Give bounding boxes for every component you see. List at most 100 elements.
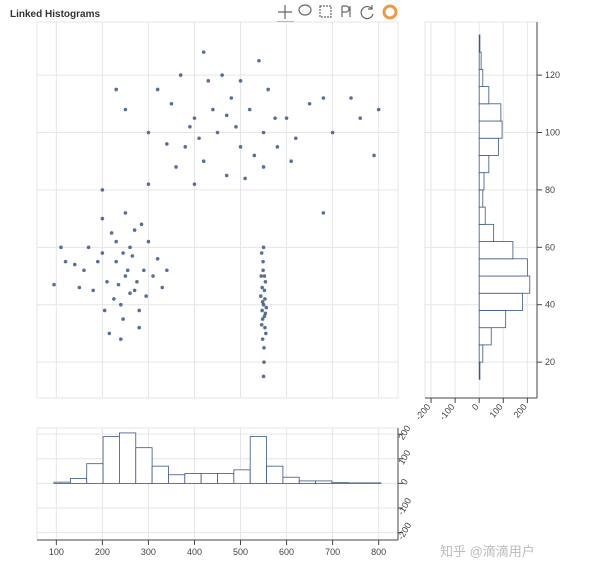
point (137, 309, 141, 313)
point (128, 291, 132, 295)
y-tick-label: 100 (545, 128, 560, 138)
point (358, 116, 362, 120)
point (147, 182, 151, 186)
point (331, 131, 335, 135)
point (91, 289, 95, 293)
point (262, 165, 266, 169)
bar (332, 483, 348, 484)
point (156, 88, 160, 92)
point (73, 263, 77, 267)
plot-area (37, 22, 398, 398)
point (193, 182, 197, 186)
point (243, 177, 247, 181)
point (322, 96, 326, 100)
x-tick-label: 600 (279, 547, 294, 557)
point (188, 125, 192, 129)
bar (479, 121, 502, 138)
point (114, 240, 118, 244)
bar (479, 259, 527, 276)
pan-tool[interactable] (277, 5, 294, 22)
point (377, 108, 381, 112)
point (131, 254, 135, 258)
point (265, 306, 269, 310)
point (259, 294, 263, 298)
bar (250, 437, 266, 484)
point (239, 145, 243, 149)
point (261, 260, 265, 264)
bar (152, 466, 168, 483)
bar (479, 52, 481, 69)
bokeh-logo[interactable] (384, 6, 396, 18)
point (253, 154, 257, 158)
point (124, 274, 128, 278)
point (160, 286, 164, 290)
reset-tool[interactable] (361, 5, 373, 19)
point (110, 231, 114, 235)
point (273, 116, 277, 120)
x-tick-label: 800 (371, 547, 386, 557)
point (137, 326, 141, 330)
bar (479, 173, 484, 190)
point (179, 73, 183, 77)
point (128, 246, 132, 250)
point (262, 375, 266, 379)
point (263, 274, 267, 278)
reset-zoom-tool[interactable] (342, 6, 350, 17)
point (107, 332, 111, 336)
y-tick-label: 120 (545, 70, 560, 80)
y-tick-label: 20 (545, 357, 555, 367)
bar (479, 345, 483, 362)
point (263, 297, 267, 301)
bar (54, 482, 70, 483)
point (114, 88, 118, 92)
box-select-tool[interactable] (320, 6, 331, 17)
point (101, 251, 105, 255)
bar (479, 293, 522, 310)
point (262, 131, 266, 135)
point (165, 268, 169, 272)
point (202, 159, 206, 163)
point (117, 283, 121, 287)
bar (479, 224, 493, 241)
bar (479, 155, 489, 172)
point (119, 303, 123, 307)
point (262, 246, 266, 250)
point (165, 142, 169, 146)
y-tick-label: 80 (545, 185, 555, 195)
point (276, 145, 280, 149)
x-tick-label: 300 (141, 547, 156, 557)
bar (185, 474, 201, 484)
plot-area (37, 428, 398, 540)
point (142, 268, 146, 272)
point (59, 246, 63, 250)
point (114, 260, 118, 264)
point (133, 289, 137, 293)
panel (37, 22, 398, 398)
bar (70, 478, 86, 483)
point (174, 165, 178, 169)
point (151, 274, 155, 278)
bar (87, 464, 103, 484)
bar (119, 433, 135, 483)
point (52, 283, 56, 287)
point (144, 294, 148, 298)
bar (267, 466, 283, 483)
bar (218, 474, 234, 484)
point (197, 136, 201, 140)
point (193, 116, 197, 120)
y-tick-label: 60 (545, 242, 555, 252)
point (261, 300, 265, 304)
point (140, 223, 144, 227)
point (264, 312, 268, 316)
bar (479, 310, 505, 327)
point (220, 73, 224, 77)
point (263, 326, 267, 330)
point (216, 131, 220, 135)
lasso-tool[interactable] (299, 5, 311, 15)
point (262, 346, 266, 350)
point (211, 108, 215, 112)
point (349, 96, 353, 100)
point (261, 268, 265, 272)
